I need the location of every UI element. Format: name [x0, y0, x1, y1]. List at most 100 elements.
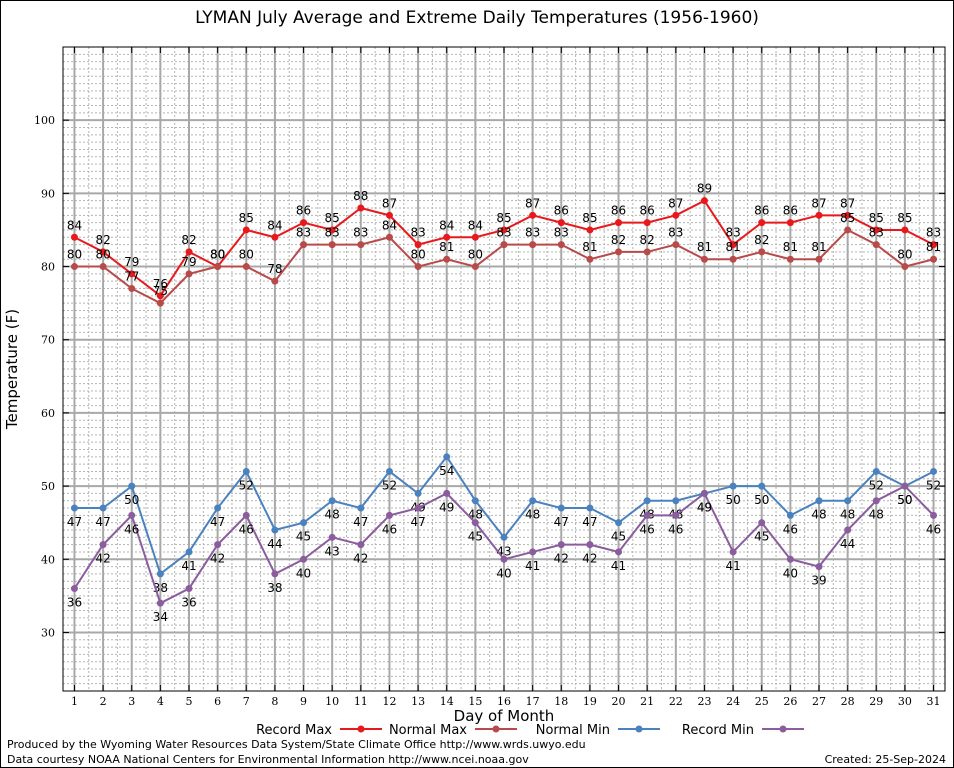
x-tick-label: 2 — [100, 695, 107, 708]
record-min-point — [99, 541, 107, 549]
record-min-data-label: 45 — [754, 530, 769, 544]
chart-title: LYMAN July Average and Extreme Daily Tem… — [195, 8, 759, 28]
record-min-data-label: 46 — [124, 522, 139, 536]
normal-max-point — [758, 248, 766, 256]
record-min-point — [672, 511, 680, 519]
record-min-point — [70, 585, 78, 593]
x-tick-label: 8 — [271, 695, 278, 708]
normal-max-point — [414, 263, 422, 271]
record-max-data-label: 86 — [754, 204, 769, 218]
x-tick-label: 13 — [411, 695, 425, 708]
record-max-point — [815, 211, 823, 219]
record-min-point — [643, 511, 651, 519]
record-min-point — [786, 555, 794, 563]
record-min-point — [357, 541, 365, 549]
normal-max-point — [443, 255, 451, 263]
record-min-point — [500, 555, 508, 563]
normal-min-point — [815, 497, 823, 505]
record-max-point — [443, 233, 451, 241]
normal-max-data-label: 80 — [468, 248, 483, 262]
normal-min-point — [128, 482, 136, 490]
normal-max-data-label: 81 — [783, 240, 798, 254]
record-min-data-label: 40 — [496, 566, 511, 580]
record-max-point — [901, 226, 909, 234]
record-max-point — [672, 211, 680, 219]
record-max-point — [643, 219, 651, 227]
normal-max-point — [185, 270, 193, 278]
record-min-data-label: 50 — [897, 493, 912, 507]
record-min-data-label: 46 — [239, 522, 254, 536]
normal-max-point — [700, 255, 708, 263]
record-max-data-label: 85 — [496, 211, 511, 225]
normal-min-point — [385, 467, 393, 475]
record-min-point — [242, 511, 250, 519]
normal-min-data-label: 48 — [811, 508, 826, 522]
normal-max-point — [529, 241, 537, 249]
record-max-data-label: 87 — [382, 196, 397, 210]
record-min-point — [700, 489, 708, 497]
record-min-data-label: 41 — [611, 559, 626, 573]
x-tick-label: 16 — [497, 695, 511, 708]
normal-max-data-label: 81 — [926, 240, 941, 254]
record-max-point — [557, 219, 565, 227]
x-tick-label: 26 — [783, 695, 797, 708]
normal-min-point — [271, 526, 279, 534]
record-min-data-label: 46 — [668, 522, 683, 536]
normal-min-data-label: 47 — [95, 515, 110, 529]
x-tick-label: 20 — [612, 695, 626, 708]
normal-max-point — [729, 255, 737, 263]
x-tick-label: 4 — [157, 695, 164, 708]
record-min-data-label: 40 — [783, 566, 798, 580]
normal-min-point — [930, 467, 938, 475]
normal-max-point — [242, 263, 250, 271]
normal-max-point — [156, 299, 164, 307]
record-min-data-label: 43 — [325, 544, 340, 558]
record-min-data-label: 46 — [382, 522, 397, 536]
normal-min-point — [214, 504, 222, 512]
normal-max-data-label: 81 — [697, 240, 712, 254]
record-min-data-label: 41 — [725, 559, 740, 573]
y-tick-label: 90 — [41, 187, 55, 200]
normal-min-data-label: 54 — [439, 464, 454, 478]
record-max-point — [786, 219, 794, 227]
normal-min-point — [672, 497, 680, 505]
x-tick-label: 17 — [526, 695, 540, 708]
normal-min-point — [70, 504, 78, 512]
normal-max-data-label: 77 — [124, 270, 139, 284]
x-tick-label: 1 — [71, 695, 78, 708]
normal-max-data-label: 81 — [582, 240, 597, 254]
normal-min-data-label: 41 — [181, 559, 196, 573]
record-min-point — [443, 489, 451, 497]
record-min-data-label: 48 — [869, 508, 884, 522]
normal-min-data-label: 47 — [353, 515, 368, 529]
record-max-point — [99, 248, 107, 256]
record-min-data-label: 42 — [554, 552, 569, 566]
normal-max-point — [385, 233, 393, 241]
normal-min-data-label: 46 — [783, 522, 798, 536]
record-max-point — [471, 233, 479, 241]
record-min-data-label: 42 — [353, 552, 368, 566]
x-tick-label: 21 — [640, 695, 654, 708]
record-min-point — [586, 541, 594, 549]
x-tick-label: 7 — [243, 695, 250, 708]
x-tick-label: 14 — [440, 695, 454, 708]
x-tick-label: 28 — [841, 695, 855, 708]
normal-min-data-label: 52 — [382, 478, 397, 492]
normal-max-data-label: 83 — [525, 226, 540, 240]
record-max-data-label: 83 — [926, 226, 941, 240]
record-max-data-label: 76 — [153, 277, 168, 291]
normal-min-point — [729, 482, 737, 490]
record-max-data-label: 83 — [725, 226, 740, 240]
record-min-data-label: 36 — [67, 596, 82, 610]
record-max-point — [128, 270, 136, 278]
record-min-point — [156, 599, 164, 607]
x-tick-label: 12 — [382, 695, 396, 708]
normal-max-data-label: 81 — [439, 240, 454, 254]
record-max-data-label: 82 — [181, 233, 196, 247]
record-max-point — [729, 241, 737, 249]
record-min-data-label: 46 — [640, 522, 655, 536]
record-max-point — [414, 241, 422, 249]
normal-max-point — [901, 263, 909, 271]
normal-min-point — [414, 489, 422, 497]
record-max-point — [844, 211, 852, 219]
